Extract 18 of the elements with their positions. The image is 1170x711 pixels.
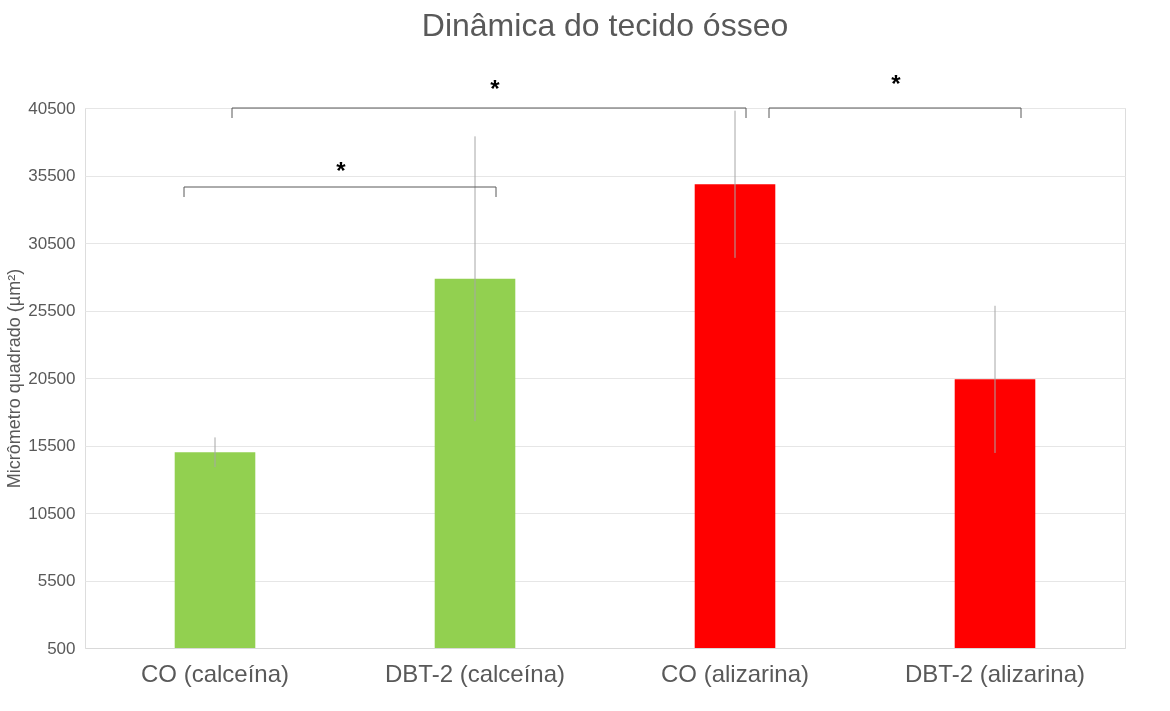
y-tick-label: 10500 [28,503,76,523]
x-tick-label: DBT-2 (alizarina) [904,659,1086,687]
annotation: * [336,157,347,184]
y-tick-label: 500 [47,638,76,658]
x-tick-label: CO (alizarina) [660,659,810,687]
y-tick-label: 30500 [28,233,76,253]
x-tick-label: DBT-2 (calceína) [384,659,566,687]
text: * [891,70,902,97]
chart-title: Dinâmica do tecido ósseo [421,7,789,43]
y-tick-label: 35500 [28,166,76,185]
y-tick-label: 5500 [37,571,76,590]
y-tick-label: 40500 [28,98,76,118]
x-tick-label: CO (calceína) [140,659,290,687]
y-axis-title: Micrômetro quadrado (µm²) [4,268,25,489]
text: * [490,75,501,102]
y-tick-label: 20500 [28,368,76,388]
y-tick-label: 25500 [28,301,76,320]
y-tick-label: 15500 [28,436,76,455]
